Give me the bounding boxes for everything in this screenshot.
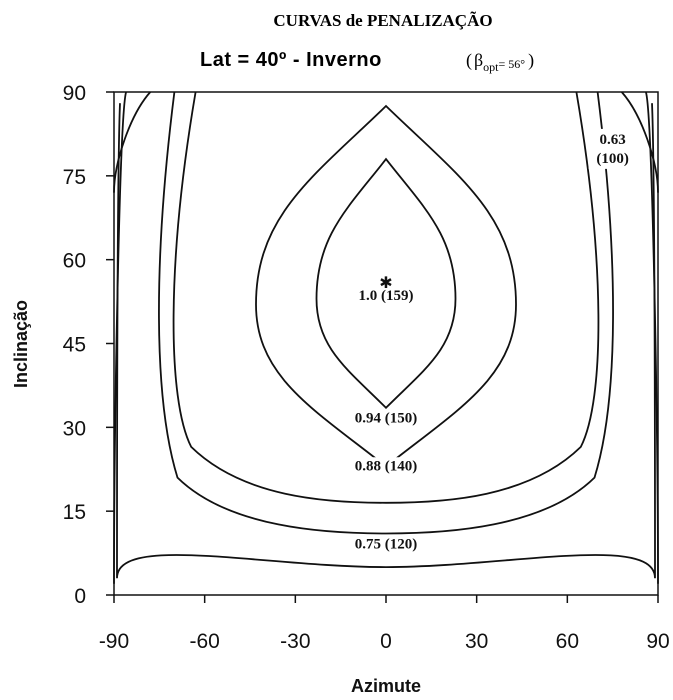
beta-value: = 56° (499, 57, 526, 71)
y-tick-label: 0 (74, 585, 86, 608)
x-tick-label: -90 (99, 630, 129, 653)
contour-label-bg (341, 535, 431, 553)
plot-area-frame (113, 91, 659, 596)
x-tick-label: -60 (189, 630, 219, 653)
beta-optimum-note: (βopt= 56°) (466, 50, 534, 74)
beta-symbol: β (474, 50, 483, 70)
y-tick-label: 30 (63, 417, 86, 440)
contour-label-bg (341, 409, 431, 427)
optimum-marker: ✱ (379, 273, 392, 292)
contour-labels: 1.0 (159) 0.94 (150) 0.88 (140) 0.75 (120) 0… (341, 128, 637, 553)
y-tick-label: 90 (63, 82, 86, 105)
y-axis-label: Inclinação (11, 300, 31, 388)
contour-label: 0.75 (120) (355, 536, 418, 552)
contour-line (172, 91, 600, 504)
contour-label: 0.94 (150) (355, 411, 418, 427)
beta-subscript: opt (483, 60, 499, 74)
x-axis-label: Azimute (351, 676, 421, 696)
contour-line (315, 157, 457, 410)
contour-line (158, 91, 614, 535)
x-tick-label: 30 (465, 630, 488, 653)
contour-line (113, 91, 659, 193)
contour-label-bg (588, 128, 637, 169)
chart-title: CURVAS de PENALIZAÇÃO (273, 11, 492, 30)
x-axis-ticks: -90 -60 -30 0 30 60 90 (99, 595, 670, 653)
contour-label: 0.88 (140) (355, 458, 418, 474)
y-tick-label: 75 (63, 166, 86, 189)
contour-line (116, 103, 656, 579)
chart-subtitle: Lat = 40º - Inverno (200, 49, 382, 71)
beta-close-paren: ) (528, 50, 534, 71)
contour-lines (113, 91, 659, 584)
y-tick-label: 60 (63, 250, 86, 273)
contour-line (113, 91, 659, 584)
x-tick-label: -30 (280, 630, 310, 653)
contour-label: 1.0 (159) (359, 288, 414, 304)
contour-label-line1: 0.63 (600, 132, 626, 148)
contour-label-bg (341, 457, 431, 475)
x-tick-label: 0 (380, 630, 392, 653)
chart-subtitle-text: Lat = 40º - Inverno (200, 49, 382, 71)
y-tick-label: 15 (63, 501, 86, 524)
y-tick-label: 45 (63, 334, 86, 357)
contour-label-line2: (100) (596, 151, 629, 167)
beta-open-paren: ( (466, 50, 472, 71)
y-axis-ticks: 0 15 30 45 60 75 90 (63, 82, 114, 608)
x-tick-label: 60 (556, 630, 579, 653)
contour-label-bg (345, 286, 427, 304)
x-tick-label: 90 (646, 630, 669, 653)
